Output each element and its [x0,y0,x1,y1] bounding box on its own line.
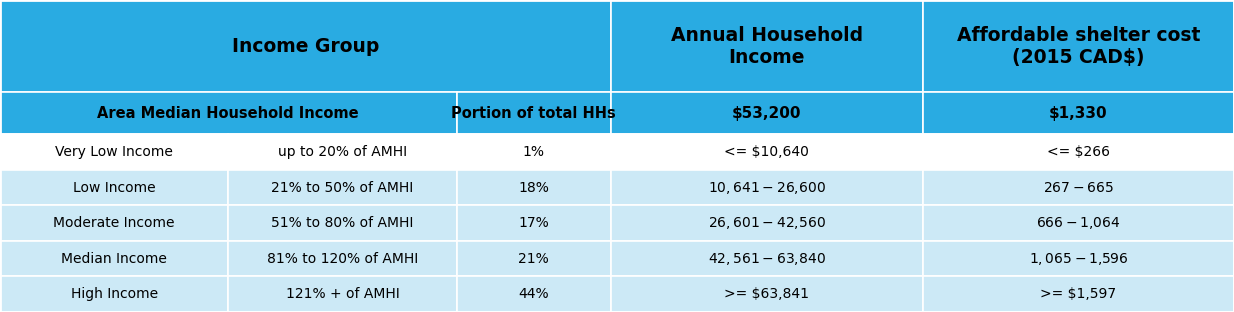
Bar [0,92,457,134]
Text: $1,065 - $1,596: $1,065 - $1,596 [1029,251,1128,267]
Text: $267 - $665: $267 - $665 [1043,181,1114,194]
Bar [923,0,1234,92]
Bar [228,241,457,276]
Bar [611,134,923,170]
Bar [457,92,611,134]
Text: 81% to 120% of AMHI: 81% to 120% of AMHI [267,252,418,266]
Text: 44%: 44% [518,287,549,301]
Bar [457,134,611,170]
Text: up to 20% of AMHI: up to 20% of AMHI [278,145,407,159]
Text: $666 - $1,064: $666 - $1,064 [1037,215,1120,231]
Bar [611,92,923,134]
Bar [923,205,1234,241]
Text: Area Median Household Income: Area Median Household Income [97,105,359,121]
Text: <= $266: <= $266 [1046,145,1111,159]
Bar [923,241,1234,276]
Bar [0,241,228,276]
Bar [923,92,1234,134]
Bar [457,205,611,241]
Text: 121% + of AMHI: 121% + of AMHI [285,287,400,301]
Bar [457,241,611,276]
Bar [923,170,1234,205]
Bar [228,170,457,205]
Text: 18%: 18% [518,181,549,194]
Text: >= $1,597: >= $1,597 [1040,287,1117,301]
Text: 51% to 80% of AMHI: 51% to 80% of AMHI [271,216,413,230]
Bar [923,276,1234,312]
Text: $26,601 - $42,560: $26,601 - $42,560 [708,215,826,231]
Bar [611,0,923,92]
Text: $42,561 - $63,840: $42,561 - $63,840 [708,251,826,267]
Bar [457,170,611,205]
Bar [228,134,457,170]
Text: Portion of total HHs: Portion of total HHs [452,105,616,121]
Text: $10,641 - $26,600: $10,641 - $26,600 [708,179,826,196]
Text: 21% to 50% of AMHI: 21% to 50% of AMHI [271,181,413,194]
Bar [0,134,228,170]
Text: Median Income: Median Income [62,252,167,266]
Bar [228,276,457,312]
Text: Low Income: Low Income [73,181,155,194]
Bar [923,134,1234,170]
Text: 17%: 17% [518,216,549,230]
Bar [0,276,228,312]
Text: >= $63,841: >= $63,841 [724,287,810,301]
Bar [0,205,228,241]
Bar [0,170,228,205]
Text: Very Low Income: Very Low Income [56,145,173,159]
Text: <= $10,640: <= $10,640 [724,145,810,159]
Bar [0,0,611,92]
Bar [611,205,923,241]
Text: High Income: High Income [70,287,158,301]
Text: 1%: 1% [523,145,544,159]
Text: Annual Household
Income: Annual Household Income [671,26,863,66]
Text: 21%: 21% [518,252,549,266]
Text: $53,200: $53,200 [732,105,802,121]
Bar [611,276,923,312]
Text: Moderate Income: Moderate Income [53,216,175,230]
Bar [457,276,611,312]
Bar [611,170,923,205]
Text: $1,330: $1,330 [1049,105,1108,121]
Bar [611,241,923,276]
Bar [228,205,457,241]
Text: Affordable shelter cost
(2015 CAD$): Affordable shelter cost (2015 CAD$) [956,26,1201,66]
Text: Income Group: Income Group [232,37,379,56]
